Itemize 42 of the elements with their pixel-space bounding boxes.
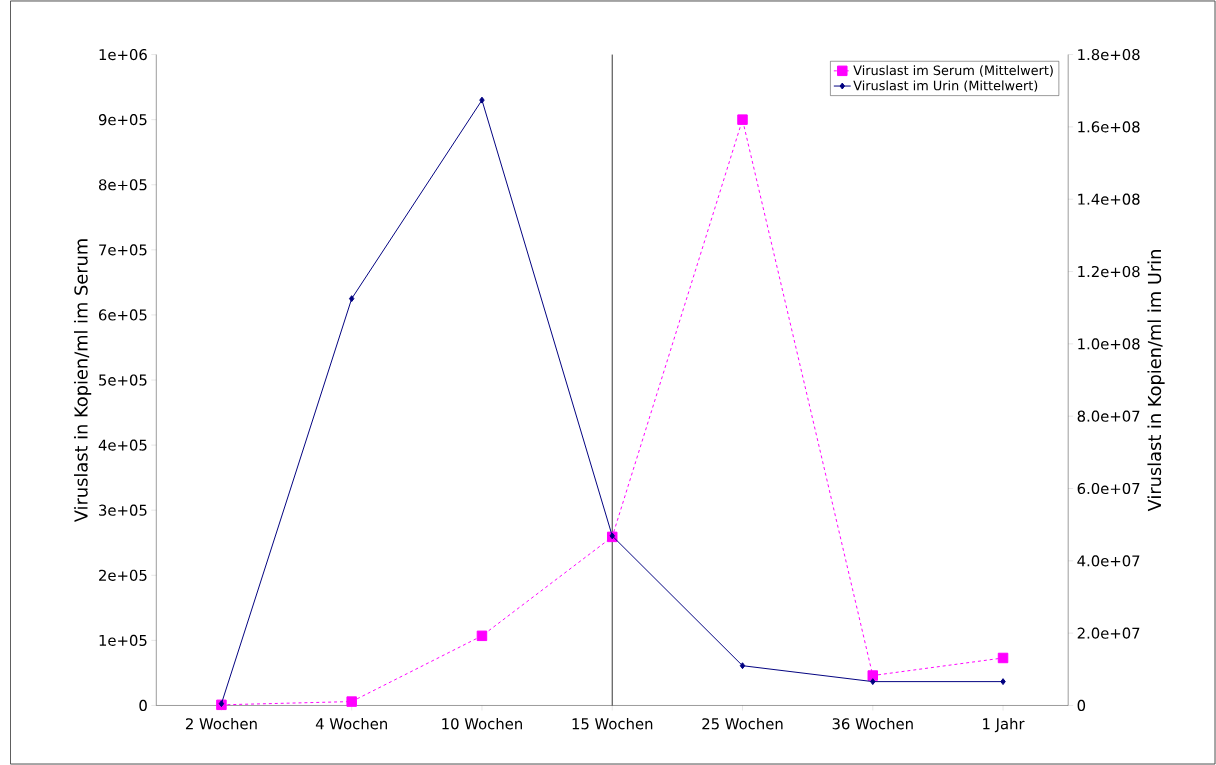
- y-tick-label: 5e+05: [99, 374, 147, 386]
- x-tick-label: 4 Wochen: [315, 717, 387, 730]
- y-tick-label: 3e+05: [99, 504, 147, 516]
- y2-tick-label: 1.0e+08: [1078, 338, 1140, 350]
- y2-tick-label: 2.0e+07: [1077, 627, 1140, 639]
- y-tick-label: 6e+05: [99, 309, 147, 321]
- point: [739, 662, 746, 670]
- legend-label: Viruslast im Serum (Mittelwert): [853, 65, 1053, 77]
- x-tick-label: 2 Wochen: [185, 717, 257, 730]
- y2-tick-label: 0: [1077, 699, 1086, 712]
- y2-axis-title: Viruslast in Kopien/ml im Urin: [1147, 250, 1165, 512]
- y2-tick-label: 1.6e+08: [1078, 121, 1140, 133]
- y-tick-label: 7e+05: [99, 244, 147, 256]
- y-tick-label: 2e+05: [99, 569, 147, 581]
- point: [870, 678, 876, 686]
- point: [997, 652, 1009, 664]
- point: [346, 696, 357, 707]
- y2-tick-label: 1.8e+08: [1078, 48, 1140, 61]
- y2-tick-label: 1.2e+08: [1078, 265, 1140, 278]
- y-tick-label: 1e+06: [99, 48, 147, 61]
- x-tick-label: 36 Wochen: [832, 717, 913, 730]
- y2-tick-label: 4.0e+07: [1077, 555, 1140, 567]
- x-tick-label: 25 Wochen: [702, 717, 783, 730]
- y-tick-label: 1e+05: [99, 634, 147, 646]
- y2-tick-label: 1.4e+08: [1078, 193, 1140, 205]
- x-tick-label: 15 Wochen: [572, 717, 653, 730]
- point: [737, 114, 748, 125]
- point: [479, 96, 485, 104]
- y-axis-title: Viruslast in Kopien/ml im Serum: [73, 239, 92, 523]
- legend-label: Viruslast im Urin (Mittelwert): [853, 80, 1038, 92]
- point: [348, 295, 355, 303]
- point: [1000, 678, 1006, 686]
- y2-tick-label: 8.0e+07: [1077, 410, 1140, 422]
- y-tick-label: 4e+05: [98, 439, 147, 451]
- y-tick-label: 8e+05: [98, 179, 147, 191]
- x-tick-label: 10 Wochen: [442, 717, 522, 730]
- x-tick-label: 1 Jahr: [983, 717, 1025, 733]
- point: [867, 670, 879, 681]
- y2-tick-label: 6.0e+07: [1077, 482, 1140, 495]
- point: [476, 630, 488, 642]
- y-tick-label: 9e+05: [98, 114, 147, 126]
- y-tick-label: 0: [139, 699, 147, 712]
